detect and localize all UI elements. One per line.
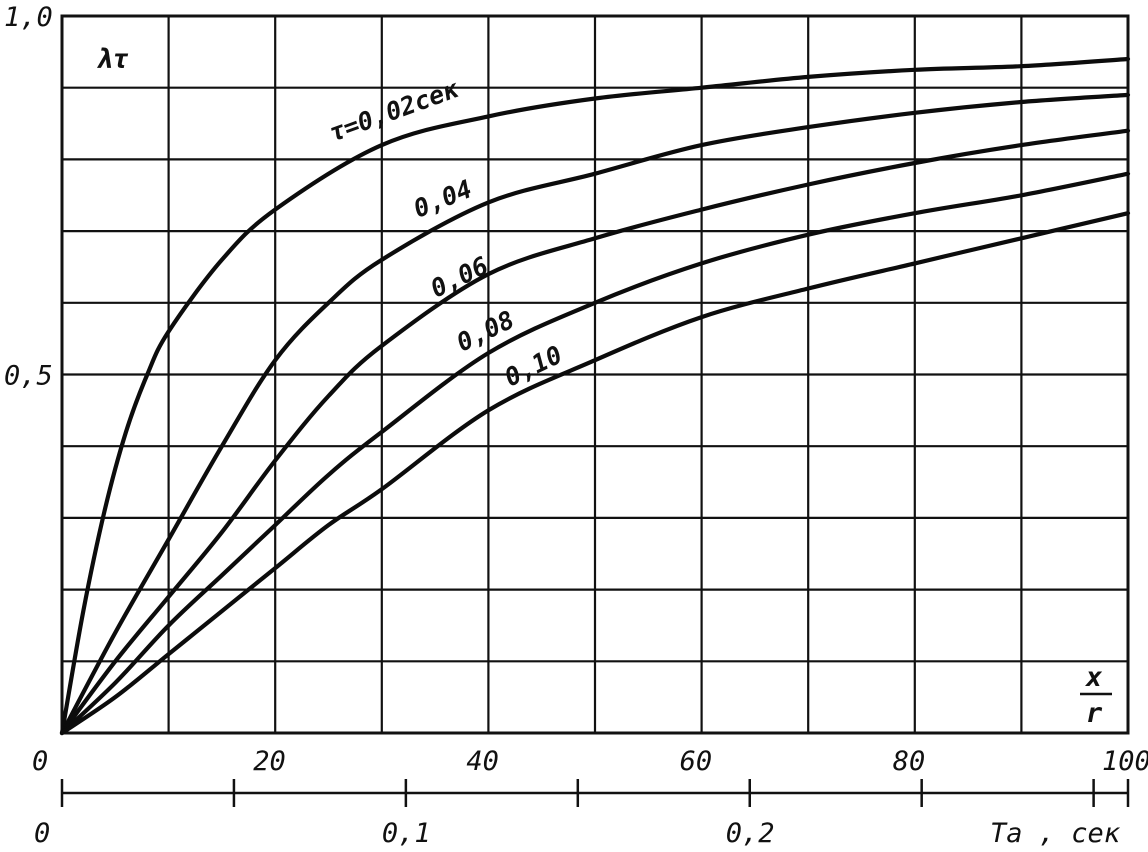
curve-label-1: 0,04 [409,174,476,223]
curve-series-3 [59,171,1131,736]
y-tick-label: 1,0 [4,2,53,33]
curve-label-3: 0,08 [452,305,519,357]
x-axis-label-numerator: x [1085,662,1103,693]
curve-label-0: τ=0,02сек [325,74,463,148]
plot-frame [60,14,1130,735]
x-tick-label: 60 [680,746,713,777]
curve-series-4 [59,211,1131,736]
x-tick-label: 20 [253,746,286,777]
curve-label-2: 0,06 [426,251,493,303]
curve-series-0 [59,56,1131,736]
x-axis-label-denominator: r [1086,698,1103,729]
x-tick-label: 80 [893,746,926,777]
secondary-x-tick-label: 0,2 [726,818,775,849]
secondary-x-tick-label: 0 [34,818,50,849]
curves [59,56,1131,736]
secondary-axis-label: Ta , сек [990,818,1121,849]
origin-label: 0 [32,746,48,777]
x-tick-label: 100 [1102,746,1148,777]
secondary-axis: 0 0,1 0,2 Ta , сек [34,779,1130,849]
secondary-x-tick-label: 0,1 [382,818,431,849]
curve-series-1 [59,92,1131,736]
x-tick-label: 40 [466,746,499,777]
grid [60,14,1130,735]
y-axis-label: λτ [96,44,129,75]
y-tick-label: 0,5 [4,361,53,392]
curve-series-2 [59,128,1131,736]
